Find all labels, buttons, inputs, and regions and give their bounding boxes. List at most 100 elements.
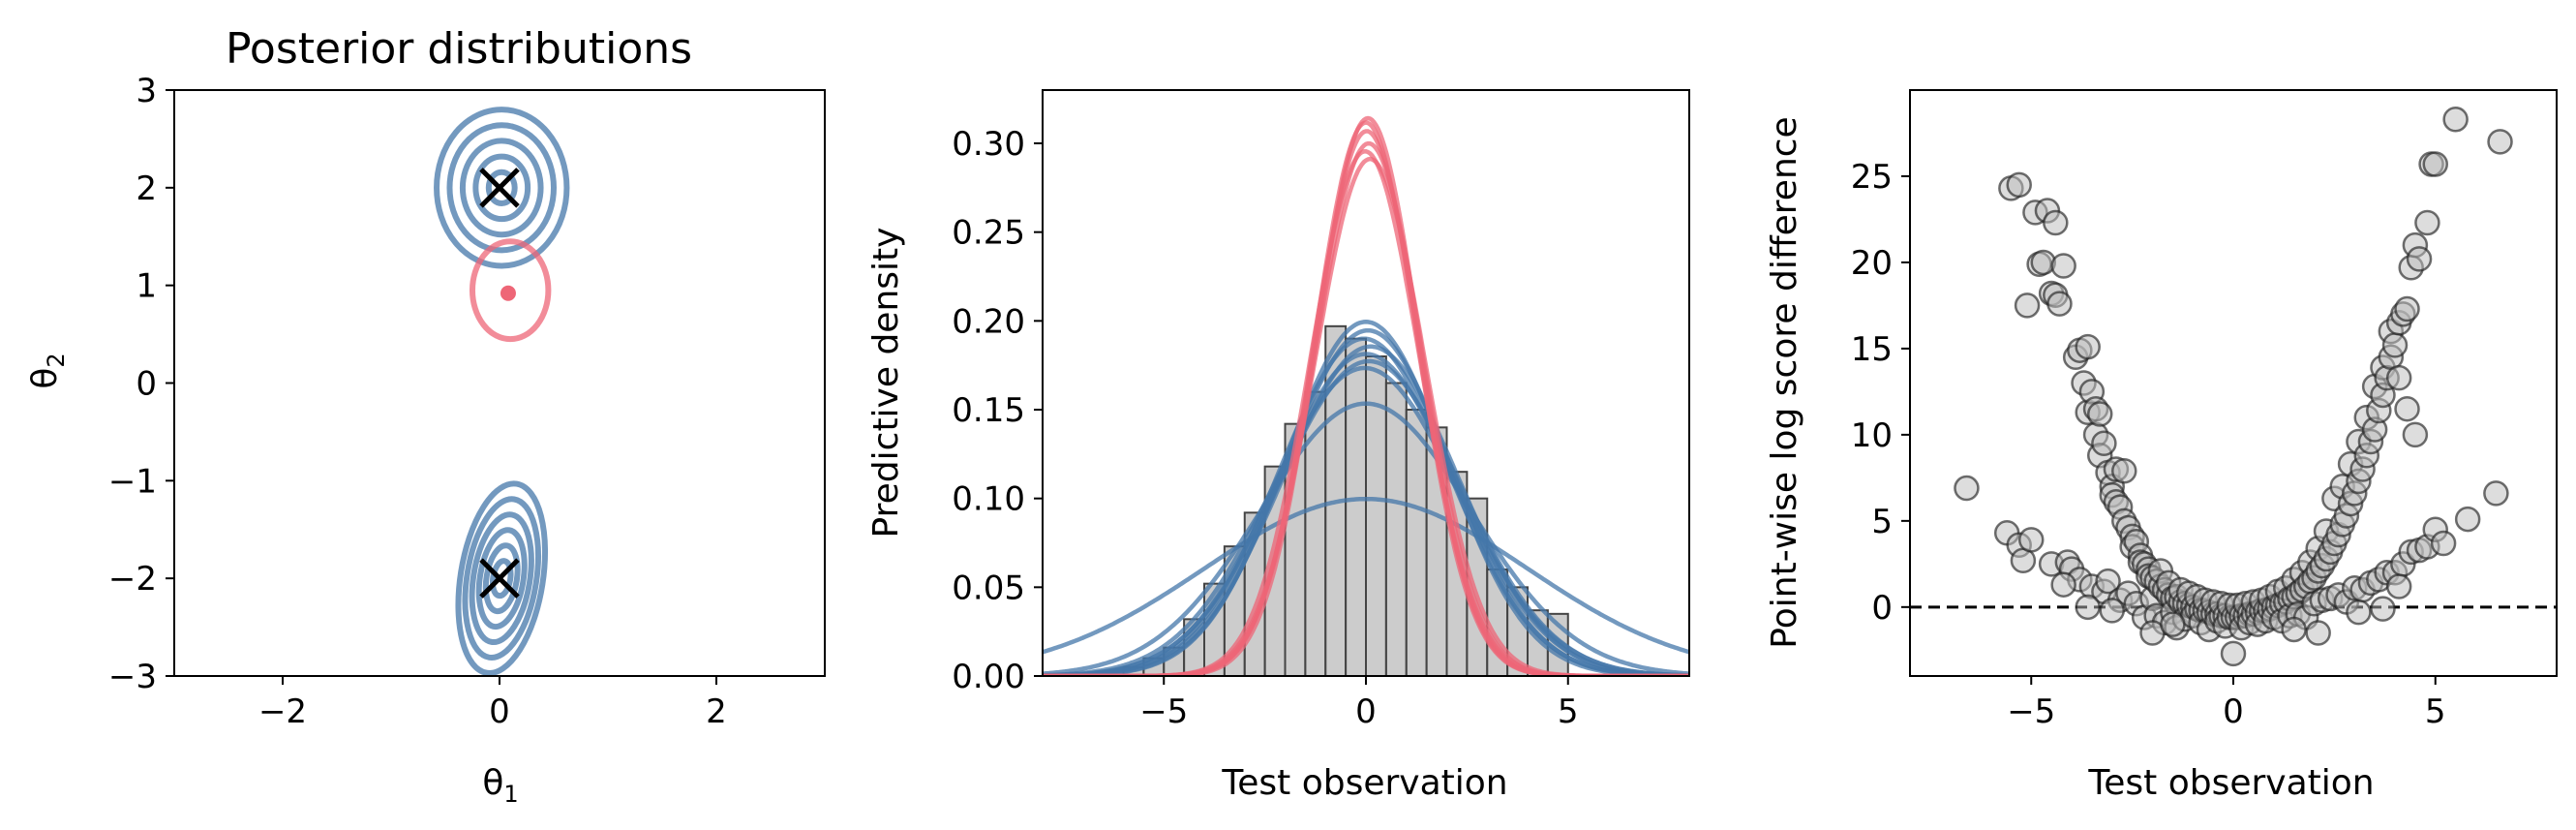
y-tick-label: 0.00 <box>952 658 1025 696</box>
predictive-axes: −5 0 5 0.00 0.05 0.10 0.15 0.20 0.25 0.30 <box>952 89 1690 731</box>
scatter-point <box>2381 332 2409 358</box>
panel-posterior: Posterior distributions −2 0 2 −3 −2 −1 0 1 2 3 θ… <box>25 24 826 808</box>
scatter-point <box>2394 395 2420 422</box>
x-tick-label: 2 <box>706 692 727 731</box>
scatter-point <box>2402 421 2429 448</box>
y-tick-label: −1 <box>108 462 157 501</box>
blue-upper-mode-contour <box>446 122 557 254</box>
x-tick-label: −2 <box>258 692 307 731</box>
scatter-point <box>2346 599 2372 626</box>
scatter-point <box>2091 430 2117 457</box>
blue-upper-mode-contour <box>459 138 544 238</box>
x-tick-label: 5 <box>1558 692 1579 731</box>
posterior-axes: −2 0 2 −3 −2 −1 0 1 2 3 <box>108 72 826 731</box>
scatter-point <box>2006 171 2032 199</box>
y-tick-label: 0.10 <box>952 480 1025 519</box>
y-tick-label: 1 <box>136 267 157 306</box>
x-tick-label: 5 <box>2425 692 2446 731</box>
log-score-axes: −5 0 5 0 5 10 15 20 25 <box>1851 89 2558 731</box>
x-tick-label: 0 <box>2223 692 2244 731</box>
scatter-point <box>1954 475 1980 502</box>
log-score-ylabel: Point-wise log score difference <box>1765 116 1804 648</box>
panel-log-score: −5 0 5 0 5 10 15 20 25 Test observation Point-wi… <box>1765 89 2558 803</box>
y-tick-label: −3 <box>108 658 157 696</box>
posterior-xlabel: θ1 <box>482 763 518 808</box>
x-tick-label: 0 <box>489 692 510 731</box>
y-tick-label: 5 <box>1871 503 1893 541</box>
scatter-point <box>2487 129 2513 155</box>
scatter-point <box>2414 209 2440 236</box>
blue-upper-mode-contour <box>434 107 570 269</box>
posterior-ylabel: θ2 <box>25 353 70 388</box>
blue-upper-mode-contour <box>485 169 518 206</box>
scatter-point <box>2305 620 2331 646</box>
true-parameter-marker <box>479 168 520 208</box>
histogram-bar <box>1384 382 1408 676</box>
axes-frame <box>173 89 826 677</box>
red-mode-center-dot <box>500 285 516 301</box>
scatter-point <box>2370 596 2396 622</box>
blue-wide-predictive-curve <box>1043 401 1689 676</box>
scatter-point <box>2043 209 2069 236</box>
scatter-point <box>2442 107 2469 133</box>
log-score-marks <box>1910 107 2557 667</box>
blue-lower-mode-contour <box>469 511 534 646</box>
blue-lower-mode-contour <box>489 558 514 599</box>
y-tick-label: 0.15 <box>952 391 1025 430</box>
scatter-point <box>2454 506 2481 533</box>
scatter-point <box>2075 594 2101 621</box>
scatter-point <box>2406 246 2433 272</box>
x-tick-label: 0 <box>1355 692 1377 731</box>
y-tick-label: 25 <box>1851 158 1893 197</box>
y-tick-label: 10 <box>1851 416 1893 455</box>
scatter-point <box>2018 527 2045 553</box>
blue-lower-mode-contour <box>475 527 528 630</box>
y-tick-label: 0 <box>136 365 157 404</box>
scatter-point <box>2385 573 2412 599</box>
scatter-point <box>2281 616 2307 643</box>
scatter-point <box>2075 333 2101 360</box>
scatter-point <box>2050 253 2076 279</box>
scatter-point <box>2483 480 2509 507</box>
scatter-point <box>2050 571 2076 598</box>
x-tick-label: −5 <box>2007 692 2055 731</box>
panel-predictive: −5 0 5 0.00 0.05 0.10 0.15 0.20 0.25 0.30 Test ob… <box>866 89 1690 803</box>
y-tick-label: −2 <box>108 560 157 599</box>
predictive-marks <box>1043 115 1689 676</box>
scatter-point <box>2220 640 2247 667</box>
histogram-bar <box>1345 337 1367 676</box>
blue-wide-predictive-curve <box>1043 496 1689 655</box>
x-tick-label: −5 <box>1139 692 1188 731</box>
y-tick-label: 0.25 <box>952 214 1025 253</box>
scatter-point <box>2014 292 2041 319</box>
blue-lower-mode-contour <box>482 542 521 615</box>
posterior-contours <box>434 107 570 676</box>
y-tick-label: 0 <box>1871 589 1893 628</box>
scatter-point <box>2086 401 2113 427</box>
true-parameter-marker <box>479 558 520 599</box>
y-tick-label: 0.05 <box>952 569 1025 607</box>
y-tick-label: 0.30 <box>952 125 1025 164</box>
histogram-bar <box>1405 409 1428 676</box>
y-tick-label: 3 <box>136 72 157 110</box>
scatter-point <box>2046 291 2073 317</box>
y-tick-label: 20 <box>1851 244 1893 283</box>
blue-lower-mode-contour <box>462 496 541 661</box>
scatter-point <box>2111 458 2137 484</box>
blue-upper-mode-contour <box>472 153 531 223</box>
blue-lower-mode-contour <box>455 480 549 676</box>
scatter-point <box>2394 295 2420 323</box>
scatter-point <box>2095 568 2121 595</box>
y-tick-label: 0.20 <box>952 302 1025 341</box>
y-tick-label: 2 <box>136 169 157 208</box>
log-score-xlabel: Test observation <box>2087 763 2374 803</box>
scatter-point <box>2430 530 2457 557</box>
red-mode-contour <box>470 238 552 343</box>
scatter-point <box>2160 611 2186 637</box>
predictive-xlabel: Test observation <box>1221 763 1507 803</box>
predictive-clipped <box>1043 115 1689 676</box>
y-tick-label: 15 <box>1851 330 1893 369</box>
scatter-point <box>2099 598 2125 624</box>
scatter-point <box>2385 364 2412 391</box>
